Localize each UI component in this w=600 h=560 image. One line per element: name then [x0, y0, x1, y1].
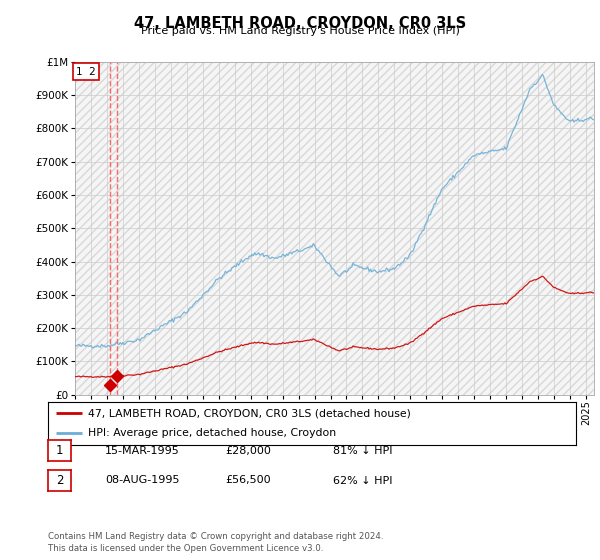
Text: 2: 2: [56, 474, 63, 487]
Text: 62% ↓ HPI: 62% ↓ HPI: [333, 475, 392, 486]
Text: HPI: Average price, detached house, Croydon: HPI: Average price, detached house, Croy…: [88, 428, 336, 438]
Text: Price paid vs. HM Land Registry's House Price Index (HPI): Price paid vs. HM Land Registry's House …: [140, 26, 460, 36]
Text: £28,000: £28,000: [225, 446, 271, 456]
Text: £56,500: £56,500: [225, 475, 271, 486]
Text: 1  2: 1 2: [76, 67, 95, 77]
Text: Contains HM Land Registry data © Crown copyright and database right 2024.
This d: Contains HM Land Registry data © Crown c…: [48, 533, 383, 553]
Text: 15-MAR-1995: 15-MAR-1995: [105, 446, 180, 456]
Text: 08-AUG-1995: 08-AUG-1995: [105, 475, 179, 486]
Text: 47, LAMBETH ROAD, CROYDON, CR0 3LS (detached house): 47, LAMBETH ROAD, CROYDON, CR0 3LS (deta…: [88, 408, 410, 418]
Text: 47, LAMBETH ROAD, CROYDON, CR0 3LS: 47, LAMBETH ROAD, CROYDON, CR0 3LS: [134, 16, 466, 31]
Text: 1: 1: [56, 444, 63, 458]
Text: 81% ↓ HPI: 81% ↓ HPI: [333, 446, 392, 456]
